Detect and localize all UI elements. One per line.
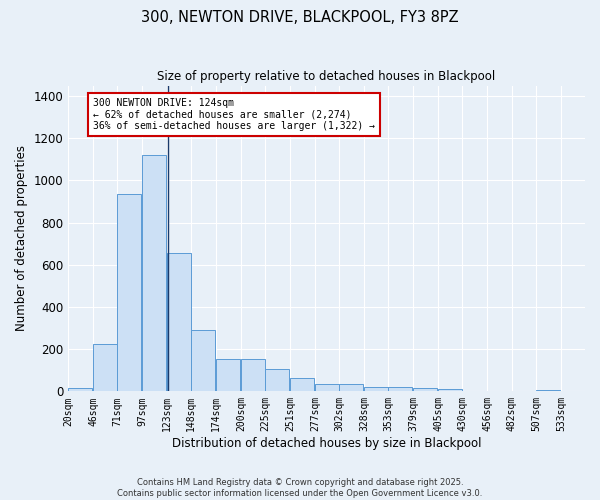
Bar (388, 387, 412, 392)
Text: 300, NEWTON DRIVE, BLACKPOOL, FY3 8PZ: 300, NEWTON DRIVE, BLACKPOOL, FY3 8PZ (141, 10, 459, 25)
Text: 300 NEWTON DRIVE: 124sqm
← 62% of detached houses are smaller (2,274)
36% of sem: 300 NEWTON DRIVE: 124sqm ← 62% of detach… (93, 98, 375, 132)
Text: Contains HM Land Registry data © Crown copyright and database right 2025.
Contai: Contains HM Land Registry data © Crown c… (118, 478, 482, 498)
Bar (167, 253, 191, 392)
Bar (315, 384, 339, 392)
Y-axis label: Number of detached properties: Number of detached properties (15, 146, 28, 332)
Bar (142, 155, 166, 392)
Bar (191, 330, 215, 392)
X-axis label: Distribution of detached houses by size in Blackpool: Distribution of detached houses by size … (172, 437, 481, 450)
Bar (117, 194, 141, 392)
Bar (536, 390, 560, 392)
Title: Size of property relative to detached houses in Blackpool: Size of property relative to detached ho… (157, 70, 496, 83)
Bar (413, 388, 437, 392)
Bar (438, 389, 462, 392)
Bar (364, 387, 388, 392)
Bar (68, 388, 92, 392)
Bar (290, 378, 314, 392)
Bar (339, 384, 363, 392)
Bar (216, 358, 240, 392)
Bar (265, 369, 289, 392)
Bar (93, 344, 117, 392)
Bar (241, 358, 265, 392)
